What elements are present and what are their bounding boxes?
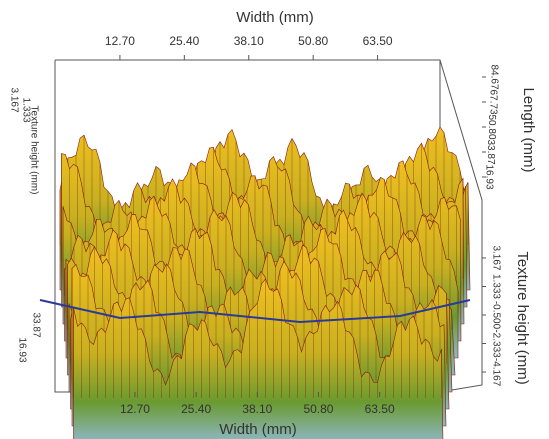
z-axis-title-right: Texture height (mm) xyxy=(514,251,531,384)
z-tick-label: -0.500 xyxy=(490,301,501,330)
y-tick-label: 50.80 xyxy=(486,114,497,139)
x-tick-label-top: 38.10 xyxy=(234,34,264,48)
x-tick-label-bottom: 12.70 xyxy=(120,402,150,416)
z-tick-label-left: 1.333 xyxy=(20,97,31,122)
x-axis-title-bottom: Width (mm) xyxy=(219,421,297,438)
z-tick-label: -2.333 xyxy=(490,329,501,358)
y-tick-label: 67.73 xyxy=(487,89,498,114)
x-tick-label-bottom: 50.80 xyxy=(303,402,333,416)
x-axis-title-top: Width (mm) xyxy=(236,9,314,26)
y-tick-label: 84.67 xyxy=(489,64,500,89)
x-tick-label-top: 63.50 xyxy=(363,34,393,48)
chart: Width (mm) Width (mm) Length (mm) Textur… xyxy=(0,0,549,439)
z-tick-label: 3.167 xyxy=(490,245,501,270)
z-tick-label: 1.333 xyxy=(490,274,501,299)
z-tick-label: -4.167 xyxy=(490,358,501,387)
z-tick-label-left: 3.167 xyxy=(8,87,19,112)
x-tick-label-top: 50.80 xyxy=(298,34,328,48)
x-tick-label-bottom: 38.10 xyxy=(242,402,272,416)
x-tick-label-top: 25.40 xyxy=(169,34,199,48)
x-tick-label-top: 12.70 xyxy=(105,34,135,48)
y-tick-label-left: 33.87 xyxy=(30,312,41,337)
y-tick-label: 33.87 xyxy=(485,139,496,164)
y-axis-title: Length (mm) xyxy=(520,87,537,172)
x-tick-label-bottom: 25.40 xyxy=(181,402,211,416)
y-tick-label-left: 16.93 xyxy=(16,337,27,362)
surface xyxy=(40,127,470,439)
x-tick-label-bottom: 63.50 xyxy=(365,402,395,416)
